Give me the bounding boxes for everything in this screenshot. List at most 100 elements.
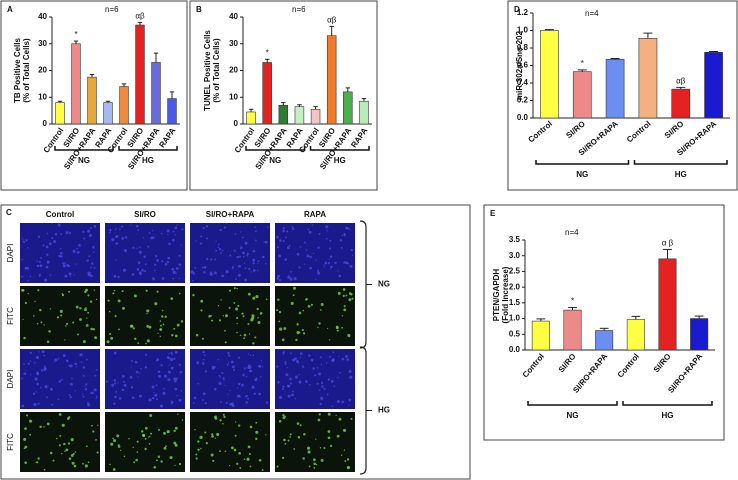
cell-dot xyxy=(181,228,184,231)
cell-dot xyxy=(75,365,78,367)
cell-dot xyxy=(43,324,45,326)
cell-dot xyxy=(298,266,301,269)
cell-dot xyxy=(40,256,43,259)
cell-dot xyxy=(225,270,229,274)
cell-dot xyxy=(320,363,322,366)
cell-dot xyxy=(319,356,322,359)
bar xyxy=(540,30,559,119)
cell-dot xyxy=(164,263,168,266)
cell-dot xyxy=(141,268,144,272)
cell-dot xyxy=(156,459,158,462)
cell-dot xyxy=(34,300,36,302)
cell-dot xyxy=(164,315,167,318)
cell-dot xyxy=(159,320,162,322)
cell-dot xyxy=(298,311,302,315)
cell-dot xyxy=(336,329,339,332)
cell-dot xyxy=(291,226,294,228)
cell-dot xyxy=(64,450,66,452)
cell-dot xyxy=(27,292,29,295)
cell-dot xyxy=(163,374,168,378)
cell-dot xyxy=(115,242,119,245)
cell-dot xyxy=(335,326,339,330)
cell-dot xyxy=(109,463,111,466)
cell-dot xyxy=(144,437,147,440)
cell-dot xyxy=(110,336,114,340)
cell-dot xyxy=(218,247,222,251)
cell-dot xyxy=(160,324,162,327)
cell-dot xyxy=(278,310,282,314)
cell-dot xyxy=(309,266,312,270)
cell-dot xyxy=(241,236,244,239)
cell-dot xyxy=(68,290,71,293)
cell-dot xyxy=(24,427,27,430)
cell-dot xyxy=(145,289,148,292)
y-tick-label: 0.5 xyxy=(509,329,521,338)
group-bracket xyxy=(245,146,306,151)
cell-dot xyxy=(303,263,306,265)
cell-dot xyxy=(287,394,291,398)
cell-dot xyxy=(235,307,239,311)
cell-dot xyxy=(222,377,225,380)
cell-dot xyxy=(251,385,255,389)
cell-dot xyxy=(122,268,127,272)
cell-dot xyxy=(113,439,117,443)
cell-dot xyxy=(319,447,322,449)
cell-dot xyxy=(65,322,69,326)
cell-dot xyxy=(317,271,321,275)
cell-dot xyxy=(323,387,326,390)
cell-dot xyxy=(284,362,287,365)
cell-dot xyxy=(150,432,153,435)
cell-dot xyxy=(85,445,88,448)
cell-dot xyxy=(57,223,61,227)
cell-dot xyxy=(29,351,32,355)
cell-dot xyxy=(220,299,222,301)
cell-dot xyxy=(156,398,158,401)
cell-dot xyxy=(58,254,62,258)
cell-dot xyxy=(163,387,166,390)
cell-dot xyxy=(254,226,256,229)
cell-dot xyxy=(129,375,133,379)
cell-dot xyxy=(63,442,66,446)
cell-dot xyxy=(315,259,317,261)
group-bracket xyxy=(118,146,178,151)
cell-dot xyxy=(170,297,174,300)
cell-dot xyxy=(194,429,196,431)
cell-dot xyxy=(195,453,198,456)
cell-dot xyxy=(264,262,267,265)
cell-dot xyxy=(26,266,30,270)
cell-dot xyxy=(315,438,317,440)
y-tick-label: 3.0 xyxy=(509,251,521,260)
cell-dot xyxy=(170,351,173,355)
cell-dot xyxy=(27,247,29,249)
cell-dot xyxy=(167,256,171,260)
cell-dot xyxy=(109,332,112,335)
cell-dot xyxy=(23,363,25,365)
cell-dot xyxy=(220,252,223,254)
cell-dot xyxy=(138,250,142,254)
cell-dot xyxy=(245,375,248,378)
cell-dot xyxy=(223,415,226,419)
cell-dot xyxy=(203,358,205,361)
cell-dot xyxy=(282,351,285,354)
cell-dot xyxy=(202,226,205,230)
cell-dot xyxy=(56,437,58,440)
cell-dot xyxy=(255,437,258,441)
cell-dot xyxy=(200,309,203,312)
cell-dot xyxy=(337,291,341,295)
cell-dot xyxy=(293,448,296,450)
cell-dot xyxy=(282,229,285,233)
cell-dot xyxy=(59,247,62,250)
cell-dot xyxy=(205,225,209,228)
cell-dot xyxy=(222,315,224,317)
cell-dot xyxy=(246,254,248,257)
cell-dot xyxy=(111,383,115,387)
cell-dot xyxy=(95,368,98,371)
group-bracket xyxy=(535,160,630,165)
cell-dot xyxy=(343,308,347,312)
cell-dot xyxy=(137,376,139,378)
cell-dot xyxy=(282,387,285,390)
cell-dot xyxy=(83,308,87,312)
cell-dot xyxy=(221,249,224,252)
cell-dot xyxy=(306,254,310,258)
cell-dot xyxy=(92,328,95,331)
